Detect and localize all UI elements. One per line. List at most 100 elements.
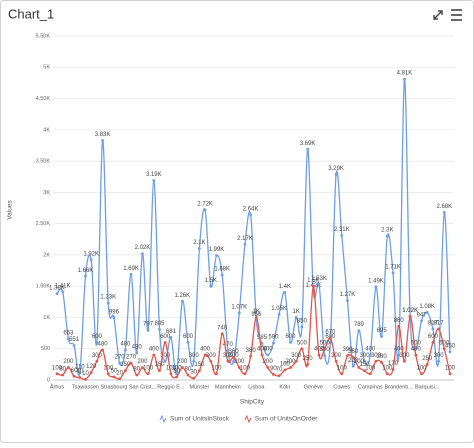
data-label: 150 [360,362,371,368]
data-label: 3.69K [300,141,316,147]
y-tick-label: 4K [43,127,50,133]
y-tick-label: 1K [43,315,50,321]
data-point [141,366,144,369]
data-label: 1.99K [209,247,225,253]
legend-item[interactable]: Sum of UnitsOnOrder [244,414,318,424]
data-label: 1.69K [123,266,139,272]
data-point [442,347,446,351]
data-label: 695 [377,328,388,334]
data-point [101,348,104,352]
data-point [368,353,372,357]
data-label: 600 [183,334,194,340]
data-label: 200 [137,359,148,365]
data-point [249,354,253,358]
data-label: 390 [342,347,353,353]
data-point [89,371,93,374]
data-label: 1.05K [271,306,287,312]
data-point [317,353,321,357]
data-label: 200 [263,359,274,365]
data-label: 300 [92,353,103,359]
data-point [146,328,150,332]
data-label: 1.38K [49,285,65,291]
data-point [277,312,281,316]
data-label: 400 [314,347,325,353]
data-point [340,234,344,237]
data-label: 2.31K [334,227,350,233]
data-point [203,208,207,212]
data-point [186,341,190,344]
data-label: 2.3K [381,228,393,234]
data-point [152,353,156,357]
menu-icon[interactable] [451,9,462,21]
data-point [169,372,173,376]
data-label: 3.83K [95,132,111,138]
data-point [323,354,327,358]
x-tick-label: Cowes [333,384,350,390]
data-point [72,344,76,347]
data-label: 1.08K [419,304,435,310]
data-point [351,356,355,359]
data-label: 100 [445,365,456,371]
data-point [243,372,247,376]
data-label: 30 [190,370,197,376]
data-label: 360 [348,349,359,355]
data-label: 817 [434,320,445,326]
legend-item[interactable]: Sum of UnitsInStock [159,414,230,424]
data-point [380,335,384,338]
data-point [101,139,104,142]
data-label: 200 [354,359,365,365]
data-point [431,327,435,331]
data-label: 1.66K [78,268,94,274]
data-point [448,372,452,376]
data-point [328,341,332,344]
data-label: 100 [417,365,428,371]
data-label: 50 [111,368,118,374]
data-label: 80 [59,367,66,373]
data-label: 1.71K [385,265,401,271]
data-point [106,372,110,376]
data-label: 90 [270,366,277,372]
data-point [425,362,429,366]
data-label: 400 [394,347,405,353]
data-label: 270 [126,355,137,361]
data-label: 789 [354,322,365,328]
data-label: 270 [115,355,126,361]
y-tick-label: 0 [47,377,50,383]
legend-label: Sum of UnitsInStock [170,416,230,423]
x-tick-label: Brandenb... [385,384,414,390]
data-label: 250 [303,356,314,362]
data-point [95,341,99,344]
x-tick-label: Barquisi... [415,384,440,390]
chart-title: Chart_1 [8,6,54,21]
data-point [209,284,213,288]
data-label: 653 [63,331,74,337]
data-point [397,353,401,357]
data-label: 200 [177,359,188,365]
expand-icon[interactable] [433,10,443,20]
data-label: 150 [155,362,166,368]
data-label: 400 [411,347,422,353]
data-label: 2.68K [436,204,452,210]
data-label: 200 [286,359,297,365]
data-label: 480 [120,342,131,348]
data-label: 956 [251,312,262,318]
data-label: 1.41K [55,283,71,289]
data-point [385,234,389,238]
data-point [215,372,218,376]
data-point [420,319,423,323]
data-label: 200 [234,359,245,365]
data-point [340,372,344,376]
data-point [141,252,144,256]
data-label: 400 [263,347,274,353]
x-tick-label: Münster [189,384,209,390]
legend-icon [159,414,167,424]
data-label: 1.26K [174,293,190,299]
data-label: 300 [434,353,445,359]
data-point [55,372,59,376]
data-label: 220 [348,358,359,364]
data-label: 400 [365,347,376,353]
data-point [175,372,179,376]
data-point [163,359,167,363]
data-point [317,282,321,286]
